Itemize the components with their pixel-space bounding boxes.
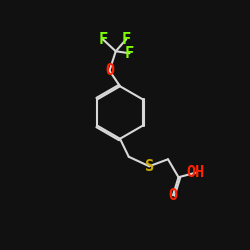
Text: O: O xyxy=(105,63,114,78)
Text: F: F xyxy=(122,32,131,47)
Text: S: S xyxy=(145,159,154,174)
Text: F: F xyxy=(98,32,107,47)
Text: O: O xyxy=(168,188,177,203)
Text: OH: OH xyxy=(186,165,204,180)
Text: F: F xyxy=(125,46,134,61)
